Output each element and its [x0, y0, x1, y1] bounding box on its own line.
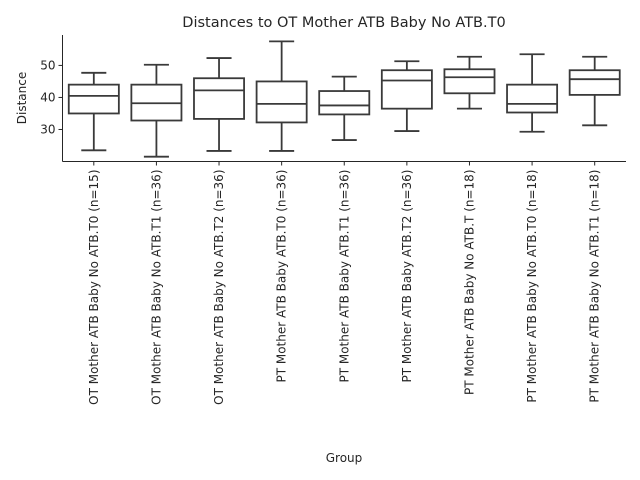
y-tick-label: 50: [40, 58, 55, 72]
box-8: [506, 53, 559, 133]
box-4: [255, 40, 308, 152]
iqr-box: [193, 77, 245, 120]
x-tick-label: PT Mother ATB Baby ATB.T1 (n=36): [337, 170, 351, 383]
x-axis-label: Group: [326, 451, 363, 465]
box-3: [193, 57, 245, 152]
iqr-box: [506, 83, 559, 114]
y-ticks: 30 40 50: [40, 58, 63, 136]
y-tick-label: 30: [40, 122, 55, 136]
x-tick-label: PT Mother ATB Baby No ATB.T1 (n=18): [588, 170, 602, 403]
iqr-box: [67, 83, 120, 115]
chart-title: Distances to OT Mother ATB Baby No ATB.T…: [182, 15, 505, 31]
iqr-box: [380, 69, 433, 110]
iqr-box: [255, 80, 308, 124]
x-tick-label: PT Mother ATB Baby ATB.T2 (n=36): [400, 170, 414, 383]
x-tick-label: PT Mother ATB Baby No ATB.T0 (n=18): [525, 170, 539, 403]
box-7: [443, 55, 496, 110]
box-6: [380, 60, 433, 132]
box-2: [130, 63, 183, 158]
x-tick-label: OT Mother ATB Baby No ATB.T0 (n=15): [87, 170, 101, 405]
box-1: [67, 71, 120, 152]
iqr-box: [568, 69, 621, 96]
boxes-layer: [67, 40, 621, 158]
box-9: [568, 55, 621, 127]
y-axis-label: Distance: [15, 72, 29, 124]
box-5: [318, 75, 371, 141]
iqr-box: [318, 90, 371, 116]
x-tick-label: PT Mother ATB Baby No ATB.T (n=18): [462, 170, 476, 396]
x-tick-label: PT Mother ATB Baby ATB.T0 (n=36): [275, 170, 289, 383]
y-tick-label: 40: [40, 90, 55, 104]
x-tick-label: OT Mother ATB Baby No ATB.T2 (n=36): [212, 170, 226, 405]
x-tick-label: OT Mother ATB Baby No ATB.T1 (n=36): [149, 170, 163, 405]
iqr-box: [443, 68, 496, 95]
x-ticks: OT Mother ATB Baby No ATB.T0 (n=15) OT Mo…: [87, 161, 602, 405]
